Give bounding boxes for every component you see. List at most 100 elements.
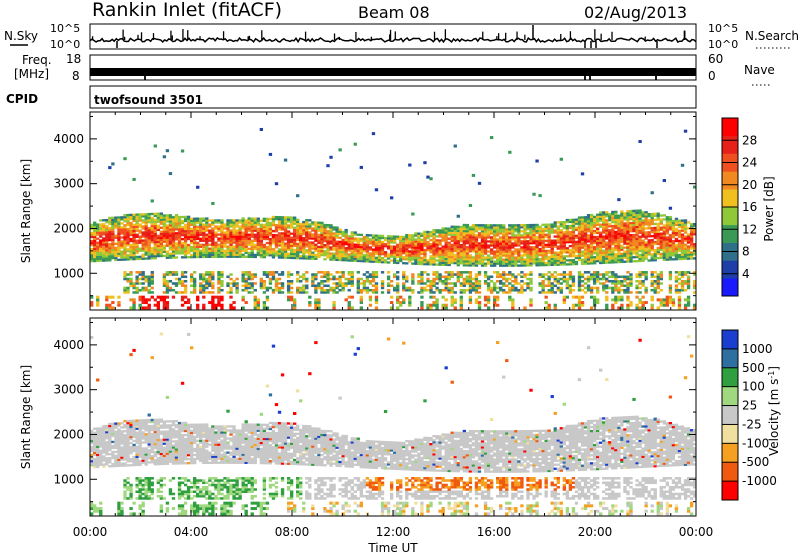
- heatmap-cell: [638, 291, 642, 294]
- heatmap-cell: [441, 282, 445, 285]
- heatmap-cell: [380, 248, 385, 252]
- heatmap-cell: [474, 273, 479, 276]
- heatmap-cell: [586, 271, 591, 274]
- heatmap-cell: [441, 255, 445, 258]
- heatmap-cell: [589, 254, 594, 257]
- heatmap-cell: [402, 237, 406, 241]
- heatmap-cell: [499, 273, 503, 276]
- heatmap-cell: [568, 236, 573, 240]
- heatmap-cell: [162, 279, 167, 283]
- heatmap-cell: [280, 242, 285, 245]
- heatmap-cell: [305, 277, 309, 281]
- heatmap-cell: [447, 257, 451, 261]
- heatmap-cell: [289, 295, 294, 299]
- heatmap-cell: [602, 251, 606, 254]
- heatmap-cell: [347, 239, 351, 242]
- heatmap-cell: [611, 271, 615, 274]
- heatmap-cell: [496, 248, 500, 251]
- heatmap-cell: [186, 217, 191, 221]
- heatmap-cell: [608, 241, 612, 244]
- heatmap-cell: [162, 246, 167, 249]
- heatmap-cell: [259, 227, 264, 231]
- heatmap-cell: [444, 247, 448, 250]
- heatmap-cell: [444, 279, 448, 283]
- heatmap-cell: [129, 248, 133, 251]
- heatmap-cell: [253, 221, 257, 224]
- heatmap-cell: [514, 224, 518, 227]
- heatmap-cell: [644, 219, 648, 222]
- heatmap-cell: [523, 242, 527, 245]
- heatmap-cell: [532, 223, 536, 227]
- heatmap-cell: [165, 216, 170, 219]
- heatmap-cell: [538, 237, 542, 241]
- heatmap-cell: [250, 221, 254, 224]
- heatmap-cell: [265, 229, 270, 233]
- heatmap-cell: [477, 248, 482, 251]
- heatmap-cell: [514, 256, 518, 259]
- heatmap-cell: [544, 225, 548, 228]
- heatmap-cell: [265, 286, 270, 290]
- heatmap-cell: [317, 306, 321, 310]
- heatmap-cell: [589, 286, 594, 290]
- heatmap-cell: [259, 249, 264, 253]
- heatmap-cell: [111, 218, 115, 221]
- heatmap-cell: [226, 229, 230, 232]
- heatmap-cell: [450, 301, 454, 305]
- heatmap-cell: [668, 246, 673, 249]
- heatmap-cell: [562, 273, 567, 276]
- heatmap-cell: [332, 242, 336, 245]
- heatmap-cell: [444, 284, 448, 288]
- heatmap-cell: [632, 241, 636, 245]
- heatmap-cell: [283, 230, 288, 233]
- heatmap-cell: [602, 225, 606, 228]
- heatmap-cell: [538, 291, 542, 294]
- heatmap-cell: [638, 217, 642, 220]
- heatmap-cell: [505, 291, 509, 294]
- heatmap-cell: [565, 220, 570, 224]
- heatmap-cell: [299, 255, 303, 258]
- heatmap-cell: [574, 236, 579, 239]
- heatmap-cell: [168, 279, 173, 283]
- heatmap-cell: [447, 231, 451, 234]
- heatmap-cell: [123, 246, 127, 249]
- heatmap-cell: [426, 230, 430, 234]
- heatmap-cell: [189, 275, 194, 279]
- heatmap-cell: [280, 220, 285, 223]
- heatmap-cell: [423, 250, 427, 254]
- heatmap-cell: [580, 172, 585, 176]
- heatmap-cell: [250, 247, 254, 251]
- heatmap-cell: [423, 242, 427, 246]
- heatmap-cell: [614, 295, 618, 299]
- heatmap-cell: [611, 273, 615, 276]
- heatmap-cell: [608, 237, 612, 240]
- heatmap-cell: [614, 253, 618, 256]
- heatmap-cell: [102, 239, 106, 242]
- heatmap-cell: [93, 223, 97, 226]
- heatmap-cell: [677, 245, 682, 249]
- heatmap-cell: [326, 234, 330, 237]
- heatmap-cell: [626, 228, 630, 231]
- heatmap-cell: [138, 247, 142, 250]
- heatmap-cell: [635, 303, 639, 307]
- heatmap-cell: [308, 255, 312, 258]
- heatmap-cell: [647, 239, 651, 242]
- heatmap-cell: [329, 246, 333, 249]
- heatmap-cell: [141, 295, 145, 299]
- heatmap-cell: [614, 259, 618, 262]
- heatmap-cell: [429, 295, 433, 299]
- heatmap-cell: [553, 239, 557, 242]
- heatmap-cell: [477, 262, 482, 265]
- heatmap-cell: [647, 235, 651, 238]
- heatmap-cell: [205, 251, 209, 254]
- heatmap-cell: [229, 221, 233, 224]
- heatmap-cell: [338, 279, 342, 283]
- heatmap-cell: [508, 271, 512, 274]
- heatmap-cell: [105, 298, 109, 302]
- heatmap-cell: [268, 229, 273, 233]
- heatmap-cell: [244, 279, 248, 283]
- heatmap-cell: [405, 288, 409, 292]
- heatmap-cell: [402, 256, 406, 259]
- heatmap-cell: [486, 256, 491, 259]
- heatmap-cell: [517, 264, 521, 267]
- heatmap-cell: [538, 284, 542, 288]
